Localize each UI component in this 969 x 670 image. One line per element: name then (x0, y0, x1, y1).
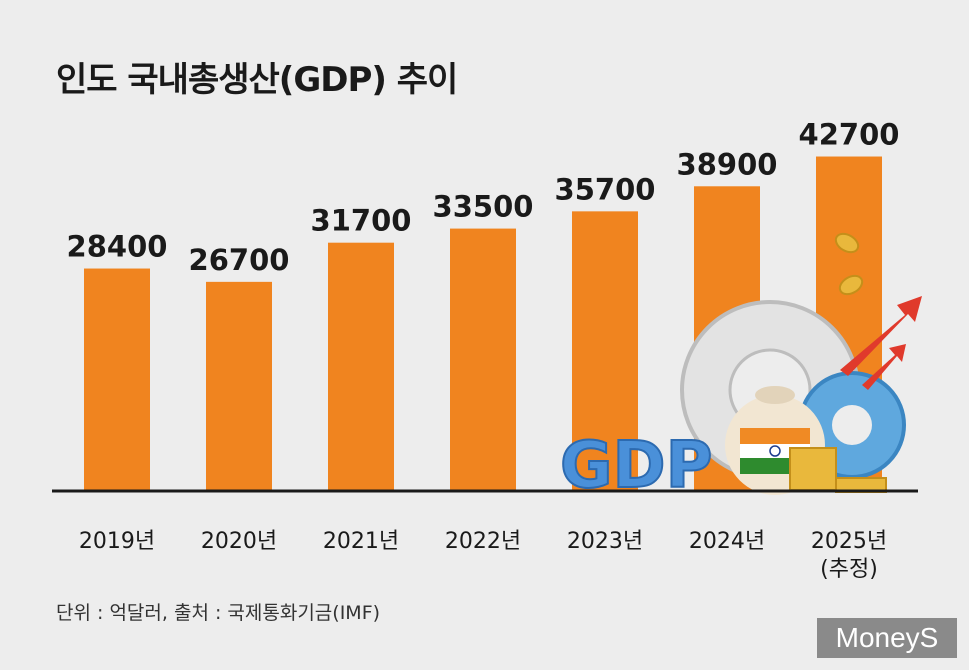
category-label: 2019년 (79, 529, 155, 554)
value-label: 33500 (433, 190, 534, 224)
labels-group: 28400 2019년 26700 2020년 31700 2021년 33500 2022년… (67, 118, 900, 582)
category-label: 2023년 (567, 529, 643, 554)
value-label: 26700 (189, 243, 290, 277)
value-label: 28400 (67, 230, 168, 264)
value-label: 42700 (799, 118, 900, 152)
bar-2019년 (84, 268, 150, 491)
category-label: 2024년 (689, 529, 765, 554)
category-label: 2021년 (323, 529, 399, 554)
category-label: 2020년 (201, 529, 277, 554)
bar-2022년 (450, 228, 516, 492)
value-label: 35700 (555, 172, 656, 206)
moneys-logo: MoneyS (817, 618, 957, 658)
category-label: 2022년 (445, 529, 521, 554)
up-arrow-icon (840, 296, 922, 376)
coin-icon (834, 232, 860, 254)
chart-title: 인도 국내총생산(GDP) 추이 (56, 60, 458, 100)
up-arrow-small-icon (862, 344, 906, 390)
value-label: 38900 (677, 147, 778, 181)
category-note: (추정) (820, 557, 878, 582)
bar-2021년 (328, 242, 394, 491)
source-note: 단위 : 억달러, 출처 : 국제통화기금(IMF) (56, 602, 381, 624)
value-label: 31700 (311, 204, 412, 238)
bar-2020년 (206, 281, 272, 491)
bar-2023년 (572, 211, 638, 491)
coin-icon (838, 274, 864, 296)
category-label: 2025년 (811, 529, 887, 554)
coin-stack-icon (789, 447, 887, 493)
